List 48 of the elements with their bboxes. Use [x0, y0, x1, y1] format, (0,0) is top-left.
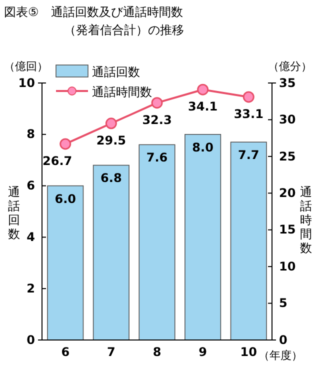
point — [242, 91, 254, 103]
point — [105, 118, 117, 130]
point — [151, 97, 163, 109]
data-label: 33.1 — [234, 106, 264, 121]
data-label: 8.0 — [192, 140, 214, 154]
data-label: 29.5 — [96, 133, 126, 148]
legend-label: 通話時間数 — [92, 85, 152, 99]
bar — [92, 164, 130, 340]
bar — [47, 185, 84, 340]
y-tick-label: 0 — [26, 332, 35, 347]
y2-tick-label: 5 — [279, 296, 288, 310]
y2-axis-title: 通話時間数 — [300, 185, 312, 255]
data-label: 6.0 — [54, 192, 76, 206]
y-tick-label: 4 — [26, 230, 35, 244]
data-label: 26.7 — [42, 154, 72, 168]
y-tick-label: 10 — [18, 76, 35, 90]
x-tick-label: 8 — [152, 345, 162, 360]
text: （億回） — [4, 60, 48, 73]
y-axis-title: 通話回数 — [8, 185, 20, 241]
y2-tick-label: 25 — [279, 149, 296, 164]
point — [197, 84, 209, 96]
y-tick-label: 6 — [26, 178, 35, 193]
y2-tick-label: 20 — [279, 186, 296, 200]
y2-tick-label: 15 — [279, 222, 296, 237]
chart-title: 図表⑤ 通話回数及び通話時間数 — [4, 5, 183, 19]
y2-tick-label: 0 — [279, 332, 288, 347]
x-axis-title: （年度） — [258, 349, 303, 362]
data-label: 7.7 — [238, 148, 260, 162]
point — [60, 138, 72, 150]
x-tick-label: 10 — [240, 345, 257, 360]
bar — [138, 144, 176, 340]
chart-subtitle: （発着信合計）の推移 — [64, 23, 184, 37]
data-label: 34.1 — [188, 100, 218, 114]
bar — [230, 142, 267, 340]
y-tick-label: 8 — [26, 127, 35, 142]
bar — [184, 134, 222, 340]
x-tick-label: 9 — [198, 345, 207, 360]
y-tick-label: 2 — [26, 281, 35, 296]
legend-label: 通話回数 — [92, 65, 140, 79]
x-tick-label: 7 — [107, 345, 116, 360]
text: （億分） — [268, 60, 312, 73]
y2-tick-label: 30 — [279, 112, 296, 127]
data-label: 32.3 — [142, 112, 172, 127]
y2-tick-label: 35 — [279, 76, 296, 90]
y2-tick-label: 10 — [279, 259, 296, 274]
x-tick-label: 6 — [61, 345, 70, 360]
data-label: 6.8 — [100, 171, 122, 186]
data-label: 7.6 — [146, 150, 168, 165]
